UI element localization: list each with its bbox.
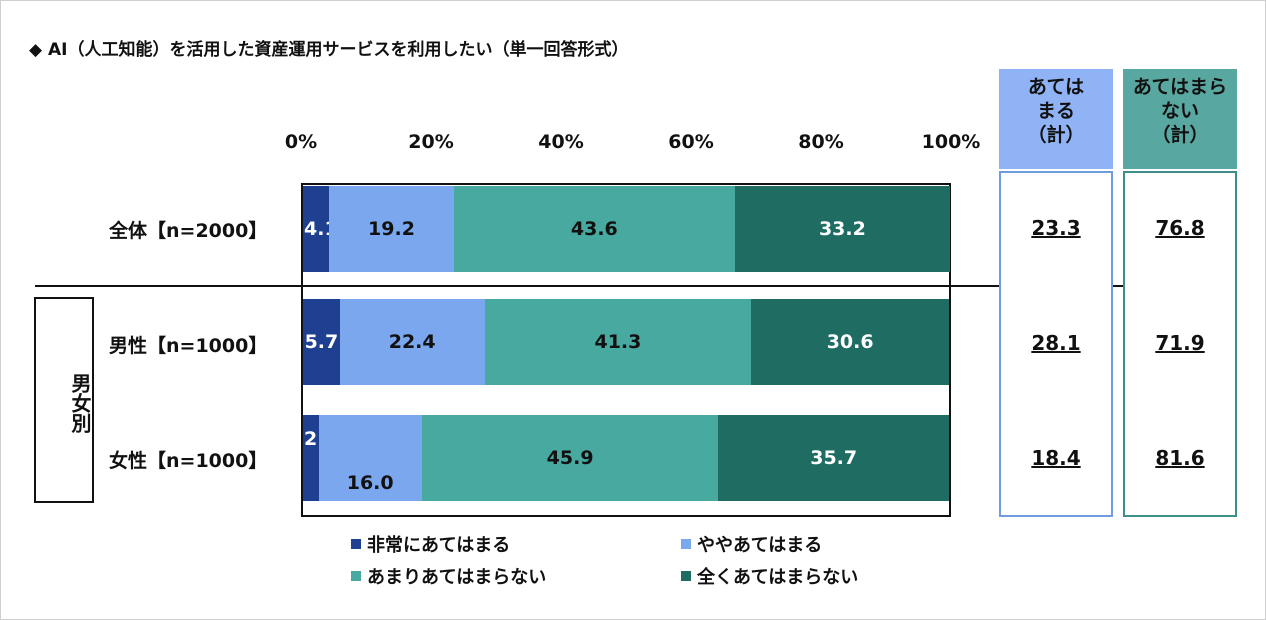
summary-header-not-applicable: あてはまら ない （計） bbox=[1123, 69, 1237, 169]
summary-header-text: （計） bbox=[1151, 124, 1209, 146]
summary-value: 81.6 bbox=[1155, 446, 1205, 470]
data-label: 19.2 bbox=[368, 218, 415, 240]
bar-segment-very-applicable bbox=[303, 299, 340, 385]
data-label: 30.6 bbox=[826, 331, 874, 353]
data-label: 33.2 bbox=[818, 218, 866, 240]
x-tick-label: 20% bbox=[408, 131, 454, 153]
summary-header-text: あてはまら bbox=[1132, 76, 1228, 98]
bar-segment-not-at-all-applicable bbox=[735, 186, 950, 272]
x-tick-label: 0% bbox=[284, 131, 318, 153]
legend-item-very-applicable: 非常にあてはまる bbox=[351, 531, 510, 557]
x-tick-label: 60% bbox=[668, 131, 714, 153]
summary-column-applicable: あては まる （計） 23.3 28.1 18.4 bbox=[999, 69, 1113, 519]
summary-header-text: あては bbox=[1027, 76, 1085, 98]
legend-swatch bbox=[351, 539, 361, 549]
summary-body-not-applicable: 76.8 71.9 81.6 bbox=[1123, 171, 1237, 517]
plot-area: 4.119.243.633.25.722.441.330.62.416.045.… bbox=[301, 183, 951, 517]
row-label: 男性【n=1000】 bbox=[109, 335, 268, 357]
row-label: 全体【n=2000】 bbox=[109, 220, 268, 242]
legend-swatch bbox=[681, 571, 691, 581]
bar-segment-very-applicable bbox=[303, 186, 330, 272]
x-tick-label: 80% bbox=[798, 131, 844, 153]
legend: 非常にあてはまる ややあてはまるあまりあてはまらない 全くあてはまらない bbox=[351, 531, 911, 595]
bar-segment-somewhat-applicable bbox=[329, 186, 454, 272]
data-label: 45.9 bbox=[546, 447, 594, 469]
summary-body-applicable: 23.3 28.1 18.4 bbox=[999, 171, 1113, 517]
data-label: 16.0 bbox=[346, 472, 394, 494]
data-label: 43.6 bbox=[570, 218, 618, 240]
legend-label: あまりあてはまらない bbox=[367, 567, 547, 588]
data-label: 35.7 bbox=[810, 447, 858, 469]
data-label: 22.4 bbox=[388, 331, 436, 353]
summary-value: 76.8 bbox=[1155, 216, 1205, 240]
legend-label: 全くあてはまらない bbox=[697, 567, 859, 588]
summary-value: 71.9 bbox=[1155, 331, 1205, 355]
data-label: 41.3 bbox=[594, 331, 642, 353]
row-label: 女性【n=1000】 bbox=[109, 450, 268, 472]
group-label: 男女別 bbox=[68, 373, 92, 433]
summary-header-text: まる bbox=[1036, 100, 1075, 122]
summary-header-applicable: あては まる （計） bbox=[999, 69, 1113, 169]
legend-label: 非常にあてはまる bbox=[367, 535, 511, 556]
legend-label: ややあてはまる bbox=[697, 535, 823, 556]
data-label: 4.1 bbox=[304, 218, 338, 240]
group-box-gender: 男女別 bbox=[34, 297, 94, 503]
summary-value: 18.4 bbox=[1031, 446, 1081, 470]
legend-swatch bbox=[681, 539, 691, 549]
summary-value: 23.3 bbox=[1031, 216, 1081, 240]
x-tick-label: 40% bbox=[538, 131, 584, 153]
x-tick-label: 100% bbox=[921, 131, 981, 153]
legend-item-not-very-applicable: あまりあてはまらない bbox=[351, 563, 546, 589]
legend-item-not-at-all-applicable: 全くあてはまらない bbox=[681, 563, 858, 589]
data-label: 5.7 bbox=[304, 331, 339, 353]
bar-segment-somewhat-applicable bbox=[339, 299, 485, 385]
summary-header-text: ない bbox=[1160, 100, 1199, 122]
summary-column-not-applicable: あてはまら ない （計） 76.8 71.9 81.6 bbox=[1123, 69, 1237, 519]
summary-value: 28.1 bbox=[1031, 331, 1081, 355]
bar-segment-somewhat-applicable bbox=[318, 415, 422, 501]
bar-segment-not-very-applicable bbox=[453, 186, 736, 272]
bar-segment-not-very-applicable bbox=[421, 415, 719, 501]
chart-title: ◆ AI（人工知能）を活用した資産運用サービスを利用したい（単一回答形式） bbox=[29, 40, 629, 60]
bar-segment-not-at-all-applicable bbox=[718, 415, 949, 501]
bar-segment-not-at-all-applicable bbox=[751, 299, 949, 385]
summary-header-text: （計） bbox=[1027, 124, 1085, 146]
bar-segment-very-applicable bbox=[303, 415, 319, 501]
legend-item-somewhat-applicable: ややあてはまる bbox=[681, 531, 822, 557]
group-separator-line bbox=[35, 285, 1231, 287]
bar-segment-not-very-applicable bbox=[484, 299, 752, 385]
legend-swatch bbox=[351, 571, 361, 581]
